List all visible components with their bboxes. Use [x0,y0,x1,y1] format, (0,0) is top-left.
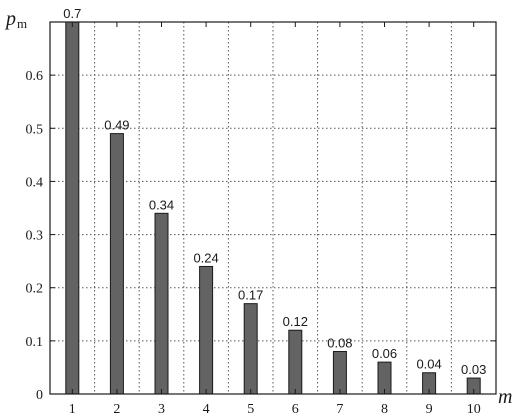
y-tick-label: 0 [36,388,43,403]
bars [65,21,481,395]
y-axis-title-subscript: m [17,16,27,31]
bar-2 [109,133,124,395]
data-label: 0.06 [372,346,397,361]
plot-frame [49,21,497,395]
bar-3 [154,212,169,395]
y-axis-title-main: p [4,8,16,30]
x-tick-label: 10 [467,402,481,416]
y-axis-title: pm [4,8,27,31]
bar-1 [65,21,80,395]
bar-4 [199,265,214,395]
x-axis-title: m [498,386,512,408]
data-label: 0.08 [327,335,352,350]
data-label: 0.04 [416,357,441,372]
data-label: 0.17 [238,288,263,303]
x-tick-label: 8 [381,402,388,416]
x-tick-label: 9 [426,402,433,416]
data-label: 0.34 [149,197,174,212]
y-tick-label: 0.6 [26,69,44,84]
y-tick-label: 0.5 [26,122,44,137]
x-tick-label: 3 [158,402,165,416]
data-label: 0.24 [193,250,218,265]
x-tick-label: 6 [292,402,299,416]
y-tick-label: 0.3 [26,229,44,244]
bar-7 [332,350,347,395]
y-tick-label: 0.4 [26,175,44,190]
x-tick-label: 4 [203,402,210,416]
bar-6 [288,329,303,395]
y-tick-label: 0.1 [26,335,44,350]
x-tick-label: 1 [69,402,76,416]
bar-5 [243,303,258,395]
x-tick-label: 7 [336,402,343,416]
data-label: 0.12 [283,314,308,329]
data-label: 0.03 [461,362,486,377]
x-tick-label: 2 [113,402,120,416]
plot-border [49,21,497,395]
x-tick-label: 5 [247,402,254,416]
tick-labels: 0 0.1 0.2 0.3 0.4 0.5 0.6 1 2 3 4 5 6 7 8 9 10 [26,69,481,416]
data-labels: 0.7 0.49 0.34 0.24 0.17 0.12 0.08 0.06 0.04 0.03 [63,6,486,377]
data-label: 0.49 [104,118,129,133]
y-tick-label: 0.2 [26,282,44,297]
data-label: 0.7 [63,6,81,21]
